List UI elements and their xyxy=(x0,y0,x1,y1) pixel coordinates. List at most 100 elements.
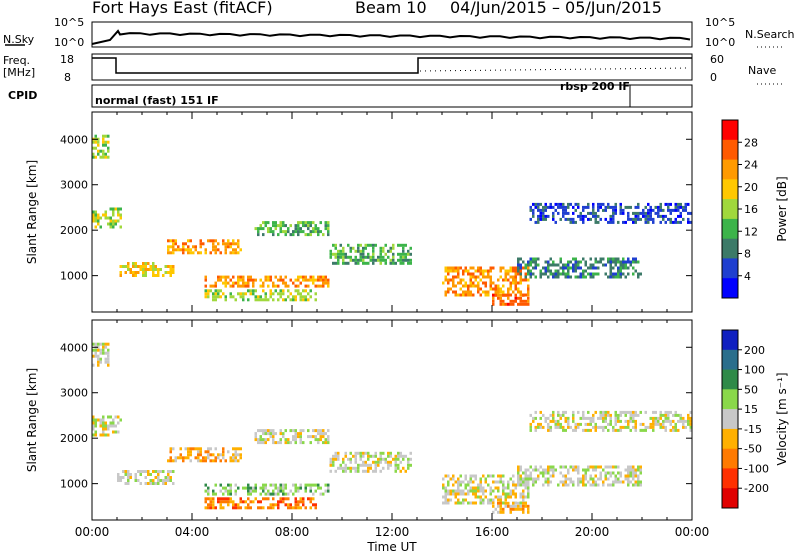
echo-cell xyxy=(234,503,237,507)
echo-cell xyxy=(447,269,450,273)
echo-cell xyxy=(517,302,520,306)
echo-cell xyxy=(222,281,225,285)
echo-cell xyxy=(447,278,450,282)
echo-cell xyxy=(294,227,297,231)
echo-cell xyxy=(167,245,170,249)
echo-cell xyxy=(519,480,522,484)
echo-cell xyxy=(99,216,102,220)
echo-cell xyxy=(277,506,280,510)
echo-cell xyxy=(169,251,172,255)
echo-cell xyxy=(119,213,122,217)
echo-cell xyxy=(572,468,575,472)
echo-cell xyxy=(409,258,412,262)
echo-cell xyxy=(92,155,95,159)
echo-cell xyxy=(207,289,210,293)
echo-cell xyxy=(134,262,137,265)
echo-cell xyxy=(632,483,635,487)
echo-cell xyxy=(274,221,277,225)
colorbar-segment xyxy=(722,218,738,240)
echo-cell xyxy=(367,463,370,467)
echo-cell xyxy=(659,422,662,426)
echo-cell xyxy=(279,295,282,299)
echo-cell xyxy=(529,474,532,478)
echo-cell xyxy=(497,501,500,505)
echo-cell xyxy=(344,463,347,467)
echo-cell xyxy=(264,483,267,487)
echo-cell xyxy=(362,249,365,253)
echo-cell xyxy=(492,489,495,493)
echo-cell xyxy=(524,302,527,306)
echo-cell xyxy=(309,489,312,493)
echo-cell xyxy=(162,479,165,482)
echo-cell xyxy=(239,456,242,460)
echo-cell xyxy=(354,261,357,265)
echo-cell xyxy=(259,500,262,504)
echo-cell xyxy=(117,219,120,223)
echo-cell xyxy=(389,261,392,265)
echo-cell xyxy=(557,419,560,423)
echo-cell xyxy=(169,476,172,479)
nsearch-label: N.Search xyxy=(745,28,795,41)
echo-cell xyxy=(167,470,170,473)
echo-cell xyxy=(552,272,555,276)
echo-cell xyxy=(637,214,640,218)
echo-cell xyxy=(122,476,125,479)
echo-cell xyxy=(614,205,617,209)
echo-cell xyxy=(464,483,467,487)
echo-cell xyxy=(549,269,552,273)
echo-cell xyxy=(132,265,135,268)
echo-cell xyxy=(219,278,222,282)
echo-cell xyxy=(587,428,590,432)
echo-cell xyxy=(542,217,545,221)
echo-cell xyxy=(582,477,585,481)
echo-cell xyxy=(444,278,447,282)
echo-cell xyxy=(322,233,325,237)
echo-cell xyxy=(364,463,367,467)
echo-cell xyxy=(489,287,492,291)
echo-cell xyxy=(582,483,585,487)
echo-cell xyxy=(572,220,575,224)
echo-region xyxy=(204,483,330,496)
echo-cell xyxy=(667,202,670,206)
echo-cell xyxy=(542,266,545,270)
echo-cell xyxy=(237,503,240,507)
echo-cell xyxy=(229,497,232,501)
echo-cell xyxy=(332,460,335,464)
echo-cell xyxy=(537,468,540,472)
echo-cell xyxy=(247,278,250,282)
echo-region xyxy=(442,474,530,505)
echo-cell xyxy=(454,495,457,499)
echo-cell xyxy=(547,471,550,475)
echo-cell xyxy=(602,428,605,432)
echo-cell xyxy=(254,435,257,439)
echo-cell xyxy=(194,245,197,249)
echo-cell xyxy=(207,489,210,493)
echo-cell xyxy=(234,489,237,493)
echo-cell xyxy=(234,242,237,246)
echo-cell xyxy=(364,460,367,464)
echo-cell xyxy=(647,217,650,221)
echo-cell xyxy=(537,214,540,218)
echo-cell xyxy=(462,293,465,297)
echo-cell xyxy=(144,482,147,485)
echo-cell xyxy=(217,292,220,296)
echo-cell xyxy=(679,419,682,423)
echo-cell xyxy=(352,258,355,262)
echo-cell xyxy=(597,416,600,420)
echo-cell xyxy=(594,480,597,484)
echo-cell xyxy=(104,152,107,156)
echo-cell xyxy=(662,419,665,423)
echo-cell xyxy=(369,258,372,262)
echo-cell xyxy=(622,266,625,270)
echo-cell xyxy=(167,251,170,255)
echo-cell xyxy=(109,207,112,211)
echo-cell xyxy=(139,482,142,485)
echo-cell xyxy=(244,486,247,490)
echo-cell xyxy=(382,451,385,455)
echo-cell xyxy=(522,293,525,297)
echo-cell xyxy=(172,447,175,451)
echo-cell xyxy=(654,422,657,426)
echo-cell xyxy=(214,447,217,451)
echo-cell xyxy=(632,416,635,420)
echo-cell xyxy=(114,207,117,211)
